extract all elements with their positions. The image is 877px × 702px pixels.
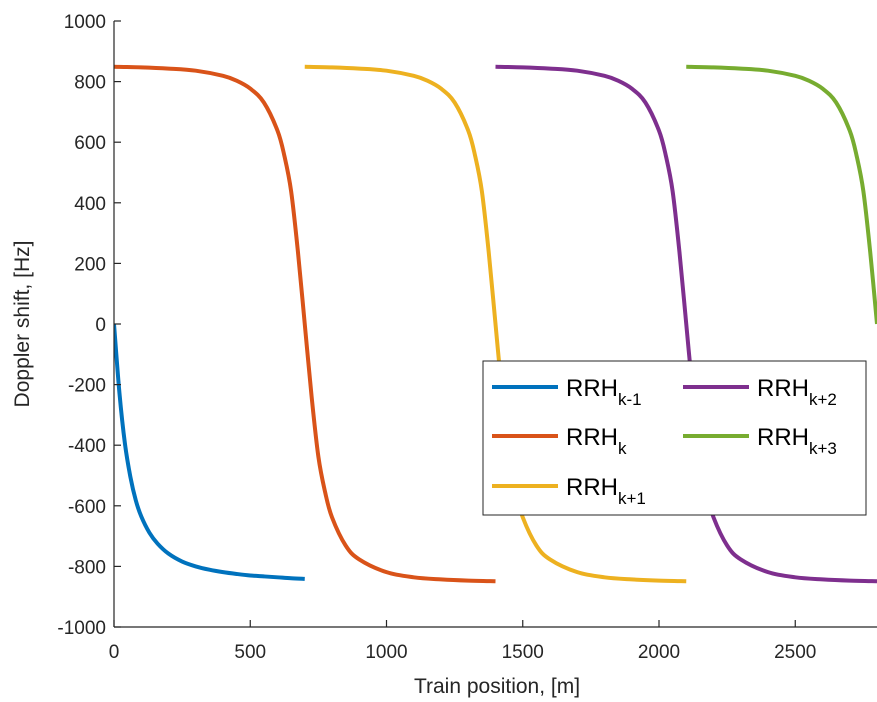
x-tick-label: 2000 [638, 642, 680, 663]
series-line-rrh-kplus-1 [304, 64, 687, 584]
y-tick-label: -800 [68, 557, 106, 578]
y-tick-label: 200 [74, 254, 106, 275]
series-line-rrh-kplus-2 [495, 64, 877, 584]
legend-entry-rrh-k-plus-2: RRHk+2 [683, 375, 837, 409]
x-tick-label: 500 [234, 642, 266, 663]
legend-label-rrh-k-plus-1: RRHk+1 [566, 474, 646, 508]
y-axis-label: Doppler shift, [Hz] [11, 241, 34, 408]
series-layer [114, 64, 877, 584]
y-tick-label: 600 [74, 133, 106, 154]
y-tick-label: 1000 [64, 12, 106, 33]
y-tick-label: 400 [74, 194, 106, 215]
x-axis-label: Train position, [m] [414, 675, 580, 698]
x-tick-label: 2500 [774, 642, 816, 663]
legend-entry-rrh-k-plus-3: RRHk+3 [683, 424, 837, 458]
legend-entry-rrh-k-plus-1: RRHk+1 [492, 474, 646, 508]
y-tick-label: 800 [74, 73, 106, 94]
y-tick-label: -600 [68, 497, 106, 518]
y-tick-label: -400 [68, 436, 106, 457]
y-tick-label: -1000 [57, 618, 106, 639]
legend: RRHk-1 RRHk RRHk+1 RRHk+2 RRHk+3 [482, 360, 867, 516]
legend-label-rrh-k-1: RRHk-1 [566, 375, 642, 409]
legend-label-rrh-k: RRHk [566, 424, 627, 458]
series-line-rrh-k [114, 64, 496, 584]
ticks-layer: 0 500 1000 1500 2000 250010008006004002000-20… [57, 12, 816, 663]
legend-entry-rrh-k: RRHk [492, 424, 627, 458]
legend-entry-rrh-k-1: RRHk-1 [492, 375, 642, 409]
series-line-rrh-kplus-3 [686, 64, 877, 325]
x-tick-label: 1000 [365, 642, 407, 663]
x-tick-label: 0 [109, 642, 120, 663]
series-line-rrh-k-1 [114, 323, 305, 581]
y-tick-label: -200 [68, 376, 106, 397]
legend-label-rrh-k-plus-3: RRHk+3 [757, 424, 837, 458]
x-tick-label: 1500 [502, 642, 544, 663]
y-tick-label: 0 [95, 315, 106, 336]
legend-label-rrh-k-plus-2: RRHk+2 [757, 375, 837, 409]
